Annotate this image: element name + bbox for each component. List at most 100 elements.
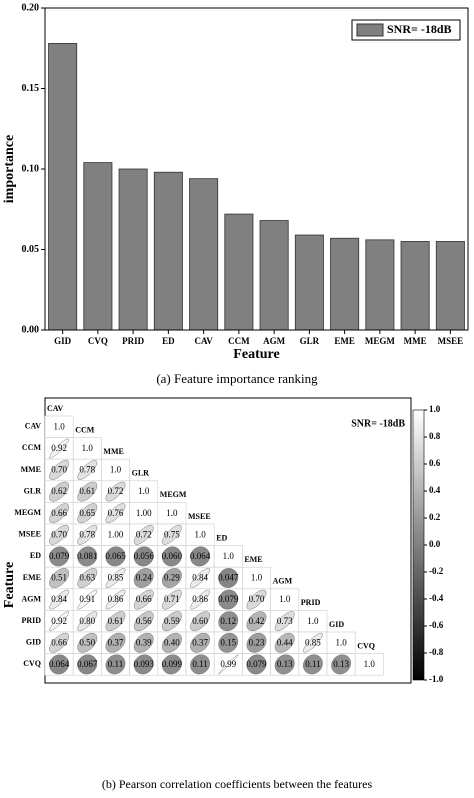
column-label: ED [216,533,227,542]
legend-label: SNR= -18dB [387,22,452,36]
y-axis-label: importance [2,135,17,203]
y-axis-label: Feature [2,562,17,608]
correlation-ellipse [190,654,210,675]
correlation-ellipse [274,632,295,653]
correlation-ellipse [77,654,98,675]
cell-label: 1.0 [138,486,150,496]
row-label: MSEE [18,530,41,539]
column-label: AGM [273,577,293,586]
column-label: CVQ [357,641,375,650]
cell-label: 0.39 [136,637,152,647]
colorbar-tick-label: 0.2 [429,512,441,522]
row-label: ED [30,551,41,560]
correlation-ellipse [218,589,239,610]
correlation-ellipse [49,654,69,675]
bar [330,237,360,331]
column-label: MEGM [160,490,187,499]
cell-label: 1.0 [279,594,291,604]
cell-label: 1.0 [194,529,206,539]
cell-label: 0.66 [51,637,67,647]
cell-label: 0.76 [108,508,124,518]
cell-label: 0.92 [51,443,67,453]
x-tick-label: GID [54,336,72,346]
row-label: EME [23,573,41,582]
correlation-ellipse [162,654,182,675]
correlation-ellipse [49,460,69,480]
correlation-ellipse [162,568,182,588]
correlation-ellipse [190,568,210,588]
y-tick-label: 0.15 [22,83,40,94]
x-tick-label: CCM [228,336,250,346]
cell-label: 0.23 [249,637,265,647]
cell-label: 0.60 [192,616,208,626]
bar [294,234,324,331]
correlation-ellipse [133,632,154,653]
cell-label: 0.85 [108,573,124,583]
correlation-ellipse [77,611,98,632]
cell-label: 0.92 [51,616,67,626]
cell-label: 0.85 [305,637,321,647]
correlation-ellipse [105,546,126,567]
colorbar-tick-label: -0.6 [429,620,444,630]
cell-label: 0.72 [108,486,124,496]
correlation-ellipse [133,589,154,610]
cell-label: 0.099 [162,659,183,669]
cell-label: 1.0 [110,465,122,475]
colorbar-tick-label: -0.8 [429,647,444,657]
correlation-ellipse [331,654,351,675]
caption: (a) Feature importance ranking [156,371,318,386]
correlation-ellipse [77,546,98,567]
row-label: PRID [21,616,41,625]
correlation-ellipse [190,632,210,653]
x-tick-label: AGM [263,336,286,346]
column-label: CCM [75,425,95,434]
correlation-ellipse [77,481,98,502]
colorbar-tick-label: 0.4 [429,485,441,495]
cell-label: 1.0 [166,508,178,518]
correlation-ellipse [246,611,267,632]
cell-label: 0.70 [51,465,67,475]
correlation-ellipse [133,546,154,567]
cell-label: 0.079 [49,551,70,561]
correlation-ellipse [105,568,126,588]
correlation-ellipse [218,654,239,675]
correlation-ellipse [274,654,295,675]
colorbar [412,409,425,681]
row-label: MME [21,465,41,474]
colorbar-tick-label: 0.8 [429,431,441,441]
y-tick-label: 0.00 [22,324,40,335]
correlation-ellipse [218,568,239,588]
correlation-ellipse [162,611,182,632]
cell-label: 0.51 [51,573,67,583]
cell-label: 0.73 [277,616,293,626]
cell-label: 0.12 [220,616,236,626]
correlation-ellipse [218,611,239,632]
legend-swatch [356,23,384,37]
cell-label: 1.0 [82,443,94,453]
correlation-ellipse [105,632,126,653]
correlation-ellipse [77,524,98,545]
column-label: CAV [47,404,64,413]
cell-label: 0.056 [134,551,155,561]
x-tick-label: GLR [300,336,320,346]
correlation-ellipse [133,654,154,675]
colorbar-tick-label: 1.0 [429,404,441,414]
column-label: EME [244,555,262,564]
cell-label: 0.70 [51,529,67,539]
cell-label: 0.42 [249,616,265,626]
cell-label: 0.064 [190,551,211,561]
cell-label: 0.61 [108,616,124,626]
correlation-ellipse [105,481,126,502]
cell-label: 0.13 [333,659,349,669]
correlation-ellipse [49,503,69,524]
y-tick-label: 0.05 [22,244,40,255]
cell-label: 1.0 [364,659,376,669]
cell-label: 0.61 [79,486,95,496]
bar [365,239,395,331]
cell-label: 0.62 [51,486,67,496]
column-label: PRID [301,598,321,607]
cell-label: 0.11 [305,659,320,669]
cell-label: 0.44 [277,637,293,647]
x-axis-label: Feature [233,347,279,362]
row-label: CCM [22,443,42,452]
